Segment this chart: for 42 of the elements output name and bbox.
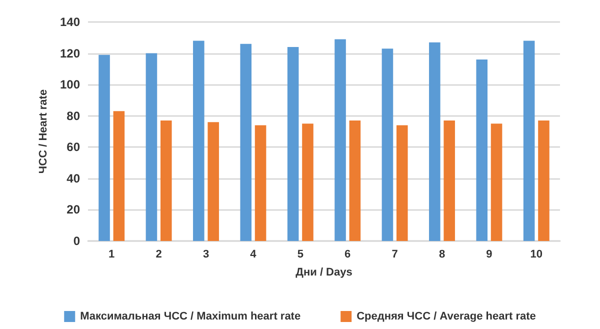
bar: [113, 111, 125, 241]
bar: [444, 120, 455, 241]
x-tick-label: 4: [250, 248, 258, 260]
bar: [538, 120, 550, 241]
bar: [287, 47, 299, 241]
bar: [254, 125, 266, 241]
bar: [334, 39, 346, 241]
y-axis-title: ЧСС / Heart rate: [38, 89, 50, 174]
x-tick-label: 1: [108, 248, 115, 260]
bar: [396, 125, 408, 241]
x-tick-label: 5: [297, 248, 304, 260]
x-axis-title: Дни / Days: [296, 266, 352, 278]
bar: [349, 120, 361, 241]
y-tick-label: 40: [66, 171, 80, 186]
x-tick-label: 3: [202, 248, 210, 260]
legend-label: Средняя ЧСС / Average heart rate: [356, 310, 536, 322]
legend-label: Максимальная ЧСС / Maximum heart rate: [80, 310, 301, 322]
x-tick-label: 7: [392, 248, 398, 260]
bar: [208, 122, 219, 241]
bar: [193, 40, 204, 241]
y-tick-label: 0: [73, 234, 80, 248]
x-tick-label: 6: [344, 248, 351, 260]
bar: [476, 60, 488, 241]
bar: [240, 44, 252, 241]
bar: [490, 124, 502, 241]
x-tick-label: 2: [156, 248, 162, 260]
bar: [146, 53, 158, 241]
y-tick-label: 100: [60, 78, 80, 92]
bar: [429, 42, 440, 241]
y-tick-label: 60: [66, 140, 80, 154]
y-tick-label: 120: [60, 46, 80, 60]
bar: [523, 40, 535, 241]
x-tick-label: 8: [438, 248, 446, 260]
y-tick-label: 20: [66, 202, 80, 217]
y-tick-label: 140: [60, 15, 80, 29]
x-tick-label: 10: [530, 248, 543, 260]
bar: [382, 48, 394, 241]
bar: [302, 124, 314, 241]
bar: [98, 54, 110, 241]
bar: [160, 120, 172, 241]
x-tick-label: 9: [486, 248, 492, 260]
y-tick-label: 80: [66, 108, 80, 123]
